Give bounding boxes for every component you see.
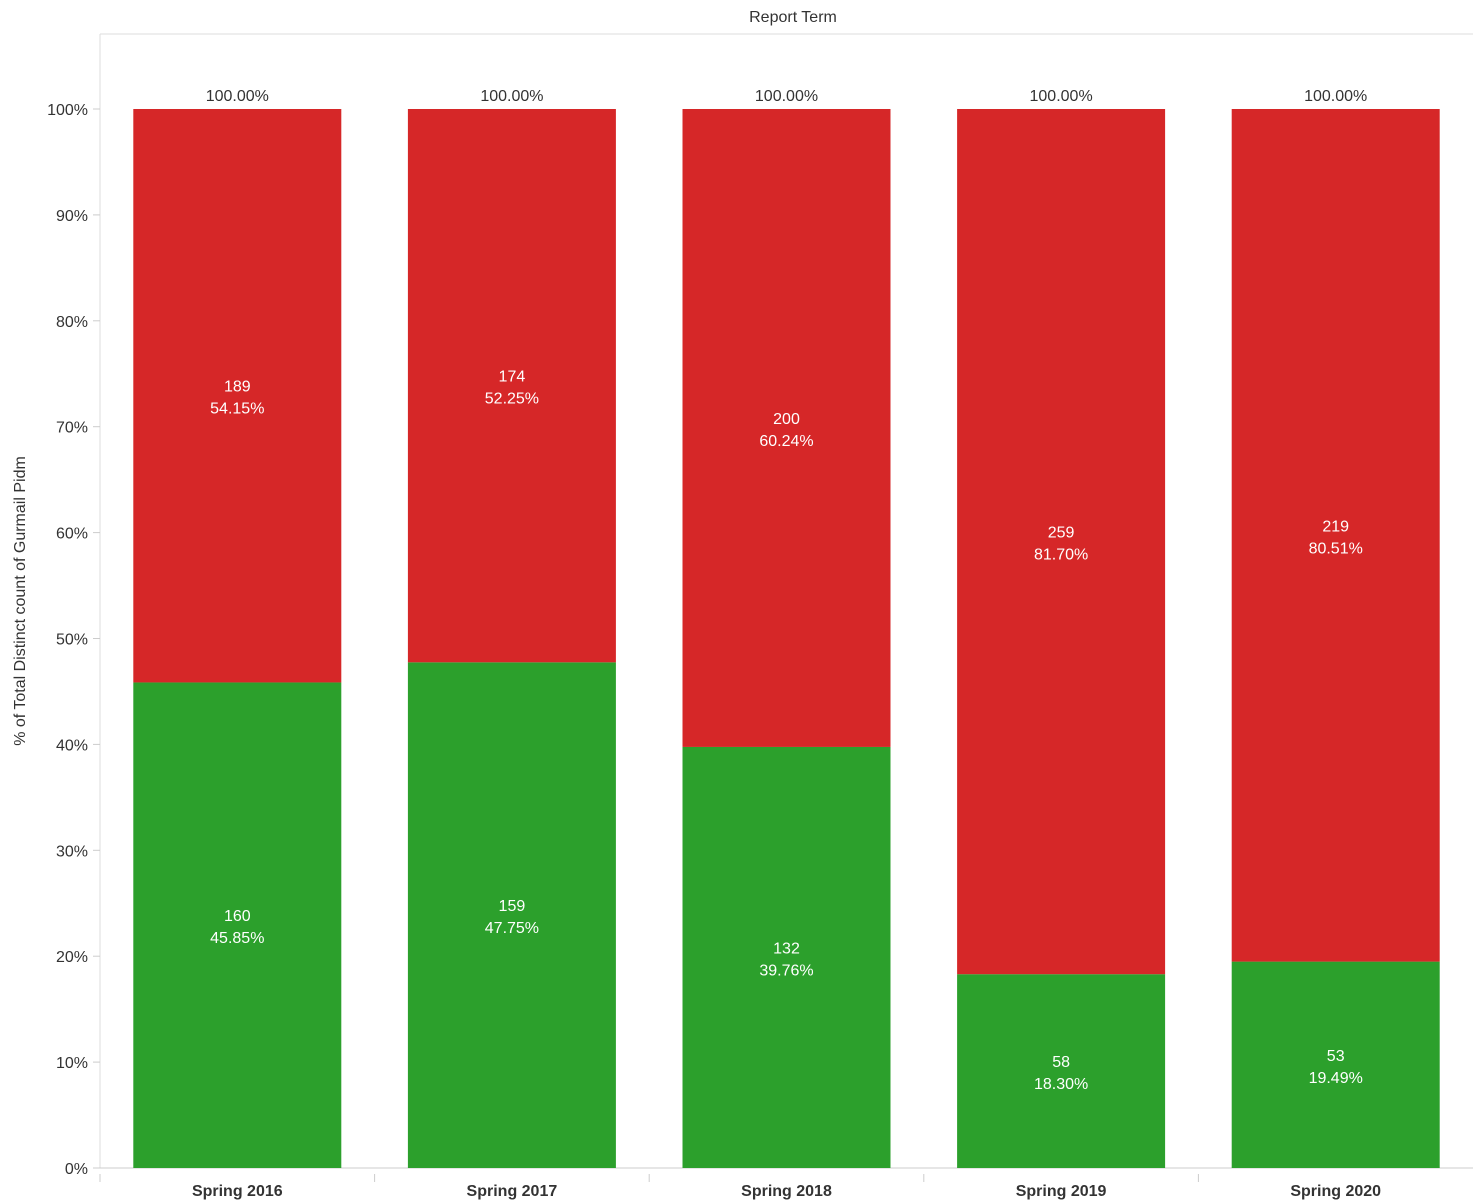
bar-count-label: 159 — [499, 898, 526, 915]
bar-count-label: 219 — [1322, 518, 1349, 535]
bar-total-label: 100.00% — [755, 88, 818, 105]
bar-count-label: 174 — [499, 369, 526, 386]
bar-percent-label: 81.70% — [1034, 547, 1088, 564]
bars-group: 160 45.85% 189 54.15% 100.00% 159 47.75% 174 52.… — [133, 88, 1440, 1168]
x-tick-label: Spring 2019 — [1016, 1183, 1107, 1200]
bar-total-label: 100.00% — [1304, 88, 1367, 105]
y-tick-label: 30% — [56, 843, 88, 860]
bar-segment — [1231, 109, 1440, 962]
bar-count-label: 53 — [1327, 1048, 1345, 1065]
x-axis-ticks: Spring 2016 Spring 2017 Spring 2018 Spring … — [99, 1174, 1381, 1200]
x-tick-label: Spring 2016 — [192, 1183, 283, 1200]
y-tick-label: 70% — [56, 420, 88, 437]
bar-total-label: 100.00% — [206, 88, 269, 105]
bar-percent-label: 54.15% — [210, 401, 264, 418]
bar-segment — [1231, 961, 1440, 1168]
bar-percent-label: 80.51% — [1309, 540, 1363, 557]
bar-segment — [682, 109, 891, 747]
bar-count-label: 58 — [1052, 1054, 1070, 1071]
bar-percent-label: 18.30% — [1034, 1076, 1088, 1093]
bar-count-label: 160 — [224, 908, 251, 925]
y-tick-label: 100% — [47, 102, 88, 119]
y-tick-label: 50% — [56, 632, 88, 649]
y-axis-title: % of Total Distinct count of Gurmail Pid… — [12, 456, 29, 746]
y-tick-label: 40% — [56, 737, 88, 754]
y-tick-label: 60% — [56, 526, 88, 543]
bar-total-label: 100.00% — [480, 88, 543, 105]
x-tick-label: Spring 2020 — [1290, 1183, 1381, 1200]
column-header: Report Term — [749, 9, 837, 26]
x-tick-label: Spring 2017 — [467, 1183, 558, 1200]
bar-segment — [957, 109, 1166, 975]
bar-percent-label: 19.49% — [1309, 1070, 1363, 1087]
y-tick-label: 90% — [56, 208, 88, 225]
bar-segment — [682, 746, 891, 1168]
bar-percent-label: 45.85% — [210, 930, 264, 947]
y-tick-label: 10% — [56, 1055, 88, 1072]
y-tick-label: 20% — [56, 949, 88, 966]
bar-percent-label: 47.75% — [485, 920, 539, 937]
bar-percent-label: 52.25% — [485, 391, 539, 408]
bar-percent-label: 39.76% — [759, 962, 813, 979]
bar-count-label: 259 — [1048, 525, 1075, 542]
bar-segment — [407, 662, 616, 1168]
bar-count-label: 200 — [773, 411, 800, 428]
y-axis-ticks: 0% 10% 20% 30% 40% 50% 60% 70% 80% 90% 100% — [47, 102, 100, 1178]
bar-total-label: 100.00% — [1030, 88, 1093, 105]
bar-segment — [957, 974, 1166, 1168]
x-tick-label: Spring 2018 — [741, 1183, 832, 1200]
bar-segment — [133, 682, 342, 1168]
bar-segment — [407, 109, 616, 663]
bar-percent-label: 60.24% — [759, 433, 813, 450]
y-tick-label: 80% — [56, 314, 88, 331]
bar-segment — [133, 109, 342, 683]
bar-count-label: 189 — [224, 379, 251, 396]
y-tick-label: 0% — [65, 1161, 88, 1178]
bar-count-label: 132 — [773, 940, 800, 957]
